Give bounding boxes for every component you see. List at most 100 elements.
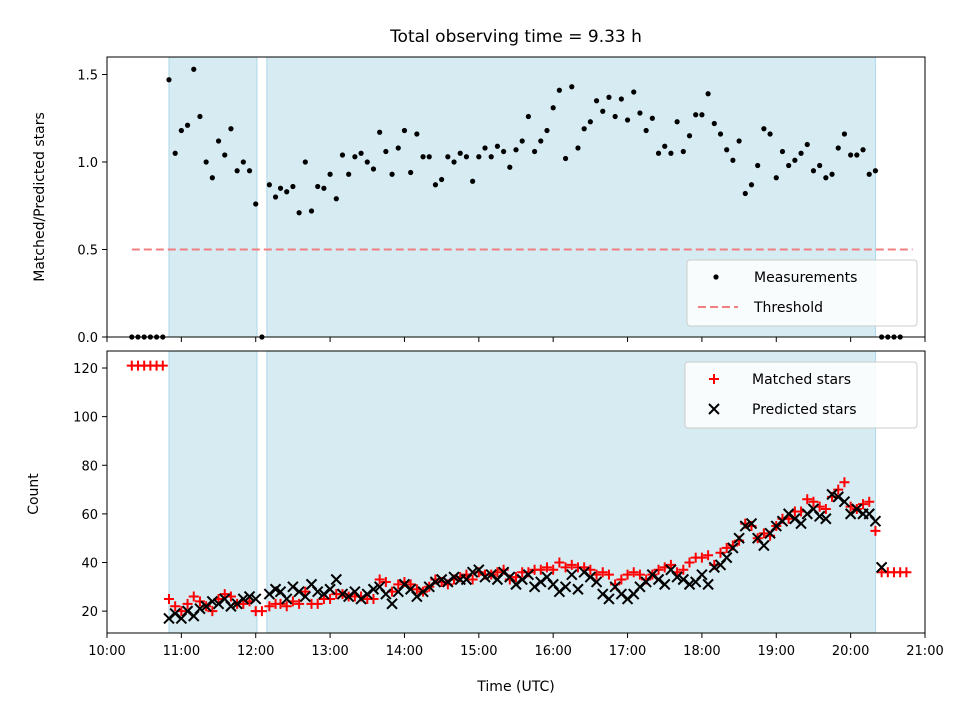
matched-star-point [820, 504, 831, 515]
measurement-point [277, 185, 284, 191]
measurement-point [339, 152, 346, 158]
measurement-point [693, 112, 699, 118]
legend-marker-measurements [713, 274, 719, 280]
measurement-point [804, 141, 810, 148]
measurement-point [266, 182, 272, 188]
measurement-point [352, 154, 358, 160]
measurement-point [315, 183, 321, 190]
measurement-point [333, 196, 339, 202]
measurement-point [408, 169, 414, 176]
x-tick-label: 14:00 [386, 644, 423, 659]
predicted-star-point [479, 571, 491, 583]
measurement-point [197, 113, 203, 120]
measurement-point [370, 166, 377, 172]
measurement-point [364, 159, 370, 165]
measurement-point [767, 131, 773, 137]
bottom-panel: 20 40 60 80 100 120 10:00 11:00 12:00 13:00 14:00 1… [73, 350, 944, 659]
measurement-point [680, 148, 686, 155]
measurement-point [308, 208, 315, 214]
measurement-point [240, 159, 246, 165]
measurement-point [841, 131, 848, 137]
matched-star-point [603, 569, 614, 580]
measurement-point [600, 108, 606, 114]
predicted-star-point [243, 590, 256, 603]
predicted-star-point [720, 551, 733, 564]
chart-title: Total observing time = 9.33 h [389, 27, 642, 47]
measurement-point [835, 145, 841, 151]
measurement-point [439, 176, 445, 183]
predicted-star-point [745, 517, 758, 530]
measurement-point [593, 98, 600, 104]
measurement-point [773, 175, 779, 181]
y-tick-label: 1.0 [77, 156, 98, 171]
matched-star-point [833, 484, 844, 495]
x-tick-label: 20:00 [832, 644, 869, 659]
measurement-point [668, 150, 674, 156]
measurement-point [420, 154, 426, 160]
series-measurements [129, 66, 903, 340]
matched-star-point [858, 499, 869, 510]
x-tick-label: 21:00 [906, 644, 943, 659]
matched-star-point [541, 562, 552, 573]
measurement-point [711, 120, 717, 127]
matched-star-point [839, 477, 850, 488]
predicted-star-point [702, 578, 714, 591]
matched-star-point [380, 576, 391, 587]
measurement-point [655, 150, 662, 156]
measurement-point [290, 183, 296, 190]
x-tick-label: 15:00 [460, 644, 497, 659]
measurement-point [779, 148, 786, 155]
predicted-star-point [250, 593, 262, 605]
measurement-point [470, 178, 476, 184]
predicted-star-point [194, 602, 206, 615]
measurement-point [296, 210, 302, 216]
predicted-star-point [683, 578, 696, 591]
matched-star-point [703, 550, 714, 561]
predicted-star-point [590, 576, 603, 588]
predicted-star-point [435, 573, 448, 586]
measurement-point [730, 157, 736, 163]
measurement-point [674, 119, 680, 125]
matched-star-point [548, 564, 559, 575]
y-tick-label: 100 [73, 411, 98, 426]
matched-star-point [758, 528, 769, 539]
legend: Matched stars Predicted stars [684, 361, 918, 429]
measurement-point [556, 87, 562, 93]
measurement-point [538, 138, 544, 144]
axes-frame [106, 56, 926, 338]
predicted-star-point [330, 573, 342, 586]
matched-star-point [616, 574, 627, 585]
matched-star-point [374, 574, 385, 585]
predicted-star-point [281, 593, 293, 605]
matched-star-point [264, 601, 275, 612]
measurement-point [389, 171, 395, 177]
predicted-star-point [659, 578, 671, 591]
matched-star-point [579, 562, 590, 573]
measurement-point [544, 127, 550, 134]
measurement-point [272, 194, 279, 200]
measurement-point [222, 152, 228, 158]
measurement-point [792, 157, 798, 163]
series-matched-stars [126, 360, 912, 617]
measurement-point [829, 171, 835, 177]
matched-star-point [188, 591, 199, 602]
y-tick-label: 40 [81, 557, 98, 572]
measurement-point [786, 162, 792, 169]
predicted-star-point [820, 513, 832, 525]
measurement-point [618, 96, 624, 102]
legend-label-matched: Matched stars [752, 372, 851, 388]
measurement-point [383, 148, 389, 155]
top-panel: 0.0 0.5 1.0 1.5 Measurements Threshold [77, 56, 926, 346]
matched-star-point [256, 606, 267, 617]
measurement-point [575, 145, 581, 151]
top-y-axis-label: Matched/Predicted stars [32, 112, 48, 282]
measurement-point [284, 189, 290, 195]
matched-star-point [715, 547, 726, 558]
predicted-star-point [311, 585, 324, 598]
matched-star-point [194, 596, 205, 607]
legend-marker-predicted [708, 403, 720, 415]
predicted-star-point [429, 576, 442, 588]
x-tick-label: 18:00 [683, 644, 720, 659]
measurement-point [457, 150, 463, 156]
measurement-point [606, 94, 612, 100]
